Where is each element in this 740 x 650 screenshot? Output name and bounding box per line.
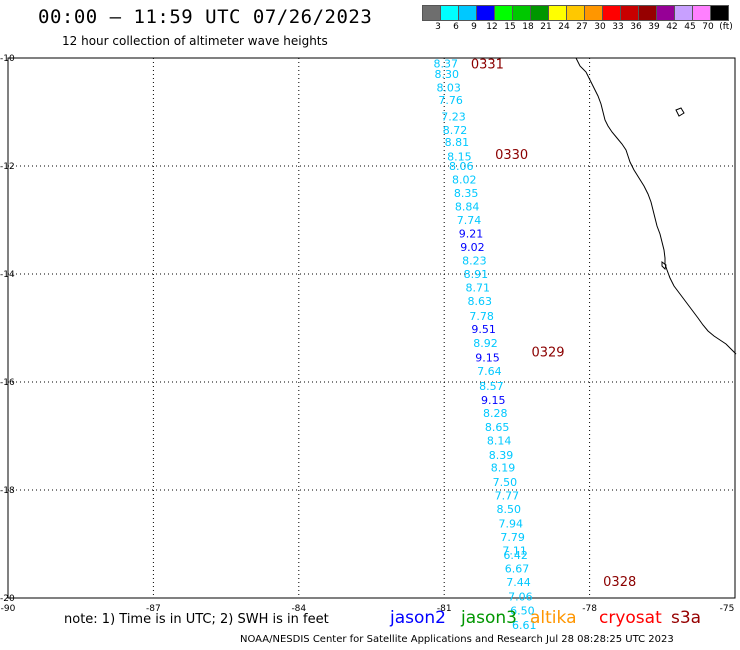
- wave-height-value: 6.61: [512, 619, 537, 632]
- wave-height-value: 7.23: [441, 110, 466, 123]
- lat-tick-label: -18: [0, 486, 15, 496]
- lat-tick-label: -14: [0, 270, 15, 280]
- colorbar: [422, 5, 729, 21]
- map-title: 00:00 – 11:59 UTC 07/26/2023: [38, 6, 373, 28]
- lat-tick-label: -16: [0, 378, 15, 388]
- lon-tick-label: -87: [146, 604, 161, 614]
- legend-jason3: jason3: [461, 608, 517, 628]
- wave-height-value: 8.06: [449, 160, 474, 173]
- colorbar-label: 30: [594, 22, 606, 32]
- wave-height-value: 8.19: [491, 461, 516, 474]
- legend-s3a: s3a: [671, 608, 702, 628]
- wave-height-value: 8.72: [443, 124, 468, 137]
- lon-tick-label: -78: [582, 604, 597, 614]
- footer-note: note: 1) Time is in UTC; 2) SWH is in fe…: [64, 612, 329, 627]
- colorbar-label: 12: [486, 22, 498, 32]
- wave-height-value: 8.71: [466, 282, 491, 295]
- wave-height-value: 7.77: [495, 489, 520, 502]
- wave-height-value: 8.81: [445, 136, 470, 149]
- colorbar-label: 36: [630, 22, 642, 32]
- wave-height-value: 8.57: [479, 380, 504, 393]
- lon-tick-label: -84: [291, 604, 306, 614]
- wave-height-value: 9.15: [481, 394, 506, 407]
- lat-tick-label: -20: [0, 594, 15, 604]
- lon-tick-label: -81: [437, 604, 452, 614]
- colorbar-label: 42: [666, 22, 678, 32]
- pass-time-label: 0331: [471, 57, 504, 72]
- wave-height-value: 8.35: [454, 187, 479, 200]
- colorbar-label: 27: [576, 22, 588, 32]
- wave-height-value: 7.79: [500, 531, 525, 544]
- colorbar-label: 45: [684, 22, 696, 32]
- wave-height-track: 8.378.308.037.76 7.238.728.818.158.068.02…: [434, 57, 537, 632]
- colorbar-label: 3: [435, 22, 441, 32]
- grid-lines: [7, 57, 736, 599]
- wave-height-value: 9.02: [460, 241, 485, 254]
- axis-labels: -10 -12 -14 -16 -18 -20-90 -87 -84 -81 -78 -75: [0, 54, 734, 614]
- wave-height-value: 7.76: [438, 94, 463, 107]
- time-labels: 0331 0330 0329 0328: [471, 57, 636, 589]
- wave-height-value: 7.50: [493, 476, 517, 489]
- wave-height-value: 7.06: [508, 590, 533, 603]
- lon-tick-label: -90: [1, 604, 16, 614]
- wave-height-value: 8.30: [435, 68, 460, 81]
- legend-cryosat: cryosat: [599, 608, 662, 628]
- wave-height-value: 8.28: [483, 407, 508, 420]
- wave-height-value: 7.94: [498, 517, 523, 530]
- colorbar-label: 6: [453, 22, 459, 32]
- colorbar-swatch: [710, 5, 729, 21]
- wave-height-value: 9.15: [475, 352, 500, 365]
- credit-line: NOAA/NESDIS Center for Satellite Applica…: [240, 634, 674, 645]
- wave-height-value: 6.42: [503, 549, 528, 562]
- wave-height-value: 8.37: [434, 57, 459, 70]
- pass-time-label: 0328: [603, 575, 636, 590]
- wave-height-value: 8.63: [467, 295, 492, 308]
- wave-height-value: 8.03: [436, 82, 461, 95]
- colorbar-label: 15: [504, 22, 516, 32]
- lat-tick-label: -12: [0, 162, 15, 172]
- wave-height-value: 7.44: [506, 576, 530, 589]
- map-subtitle: 12 hour collection of altimeter wave hei…: [62, 34, 328, 48]
- lon-tick-label: -75: [720, 604, 735, 614]
- wave-height-value: 9.21: [459, 228, 484, 241]
- wave-height-value: 8.39: [489, 449, 513, 462]
- wave-height-value: 8.65: [485, 421, 510, 434]
- wave-height-value: 7.78: [469, 310, 494, 323]
- coastline-peru: [575, 57, 737, 355]
- wave-height-value: 7.74: [457, 214, 482, 227]
- map-frame: [7, 57, 736, 599]
- wave-height-value: 8.23: [462, 255, 487, 268]
- legend-jason2: jason2: [390, 608, 446, 628]
- colorbar-labels: 3 6 9 12 15 18 21 24 27 30 33 36 39 42 45 70 (ft): [422, 22, 740, 34]
- colorbar-label: 24: [558, 22, 570, 32]
- wave-height-value: 8.92: [473, 337, 498, 350]
- wave-height-value: 7.64: [477, 365, 502, 378]
- pass-time-label: 0330: [495, 148, 528, 163]
- wave-height-value: 8.50: [497, 503, 522, 516]
- wave-height-value: 8.14: [487, 434, 512, 447]
- colorbar-label: 18: [522, 22, 534, 32]
- colorbar-label: 33: [612, 22, 624, 32]
- wave-height-value: 8.84: [455, 201, 480, 214]
- colorbar-label: 70: [702, 22, 714, 32]
- wave-height-value: 7.11: [502, 544, 527, 557]
- colorbar-label: 39: [648, 22, 660, 32]
- wave-height-value: 8.15: [447, 150, 472, 163]
- coastline-inlet: [661, 261, 667, 270]
- island-shape: [675, 107, 685, 117]
- wave-height-value: 8.91: [464, 268, 489, 281]
- pass-time-label: 0329: [531, 345, 564, 360]
- legend-altika: altika: [530, 608, 577, 628]
- wave-height-value: 8.02: [452, 174, 477, 187]
- wave-height-value: 6.50: [510, 604, 534, 617]
- coastline: [575, 57, 737, 355]
- wave-height-value: 6.67: [505, 562, 530, 575]
- lat-tick-label: -10: [0, 54, 15, 64]
- colorbar-label: 21: [540, 22, 552, 32]
- colorbar-label: (ft): [719, 22, 733, 32]
- colorbar-label: 9: [471, 22, 477, 32]
- wave-height-value: 9.51: [471, 323, 496, 336]
